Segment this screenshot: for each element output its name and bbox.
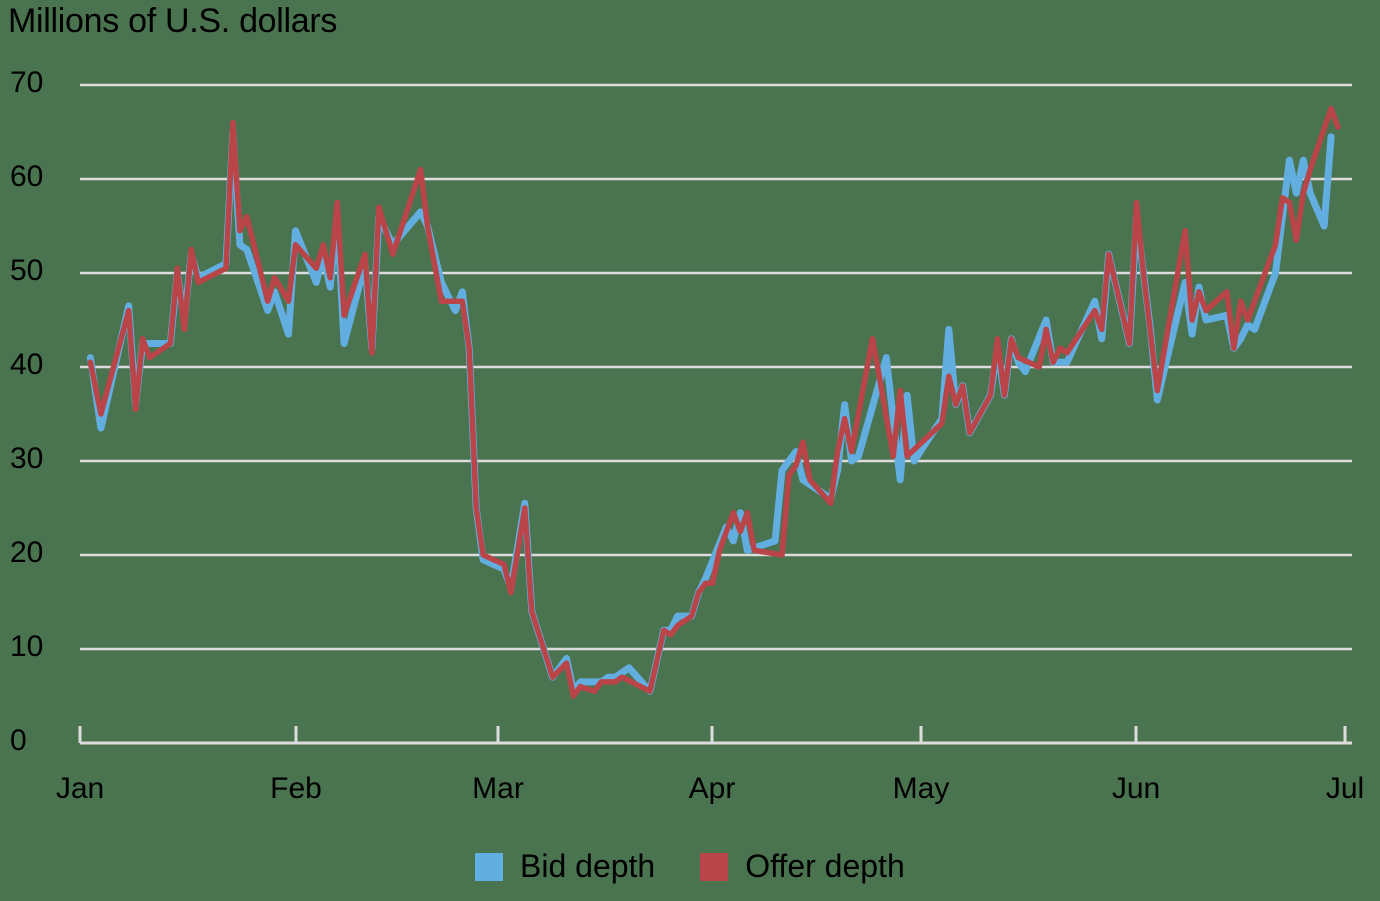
x-tick-label: May	[892, 772, 950, 805]
x-tick-label: Jul	[1325, 772, 1365, 805]
legend-item-offer-depth: Offer depth	[700, 848, 905, 885]
y-axis-unit-label: Millions of U.S. dollars	[8, 2, 338, 40]
y-tick-label: 30	[10, 442, 44, 475]
y-tick-label: 50	[10, 254, 44, 287]
x-axis	[78, 726, 1352, 745]
bid-depth-swatch-icon	[475, 852, 503, 881]
x-tick-label: Apr	[688, 772, 736, 805]
legend-label: Bid depth	[520, 848, 656, 884]
y-tick-label: 10	[10, 630, 44, 663]
data-series	[86, 105, 1341, 699]
y-tick-label: 20	[10, 536, 44, 569]
x-tick-label: Jun	[1111, 772, 1161, 805]
y-tick-label: 40	[10, 348, 44, 381]
x-tick-label: Mar	[472, 772, 524, 805]
legend-item-bid-depth: Bid depth	[475, 848, 655, 885]
offer-depth-line	[87, 105, 1341, 699]
y-tick-label: 60	[10, 160, 44, 193]
x-tick-label: Jan	[55, 772, 105, 805]
bid-depth-line	[86, 128, 1335, 695]
offer-depth-swatch-icon	[700, 852, 729, 881]
legend-label: Offer depth	[745, 848, 905, 884]
legend: Bid depth Offer depth	[475, 848, 950, 885]
x-tick-label: Feb	[270, 772, 322, 805]
y-tick-label: 0	[10, 724, 27, 757]
y-tick-label: 70	[10, 66, 44, 99]
